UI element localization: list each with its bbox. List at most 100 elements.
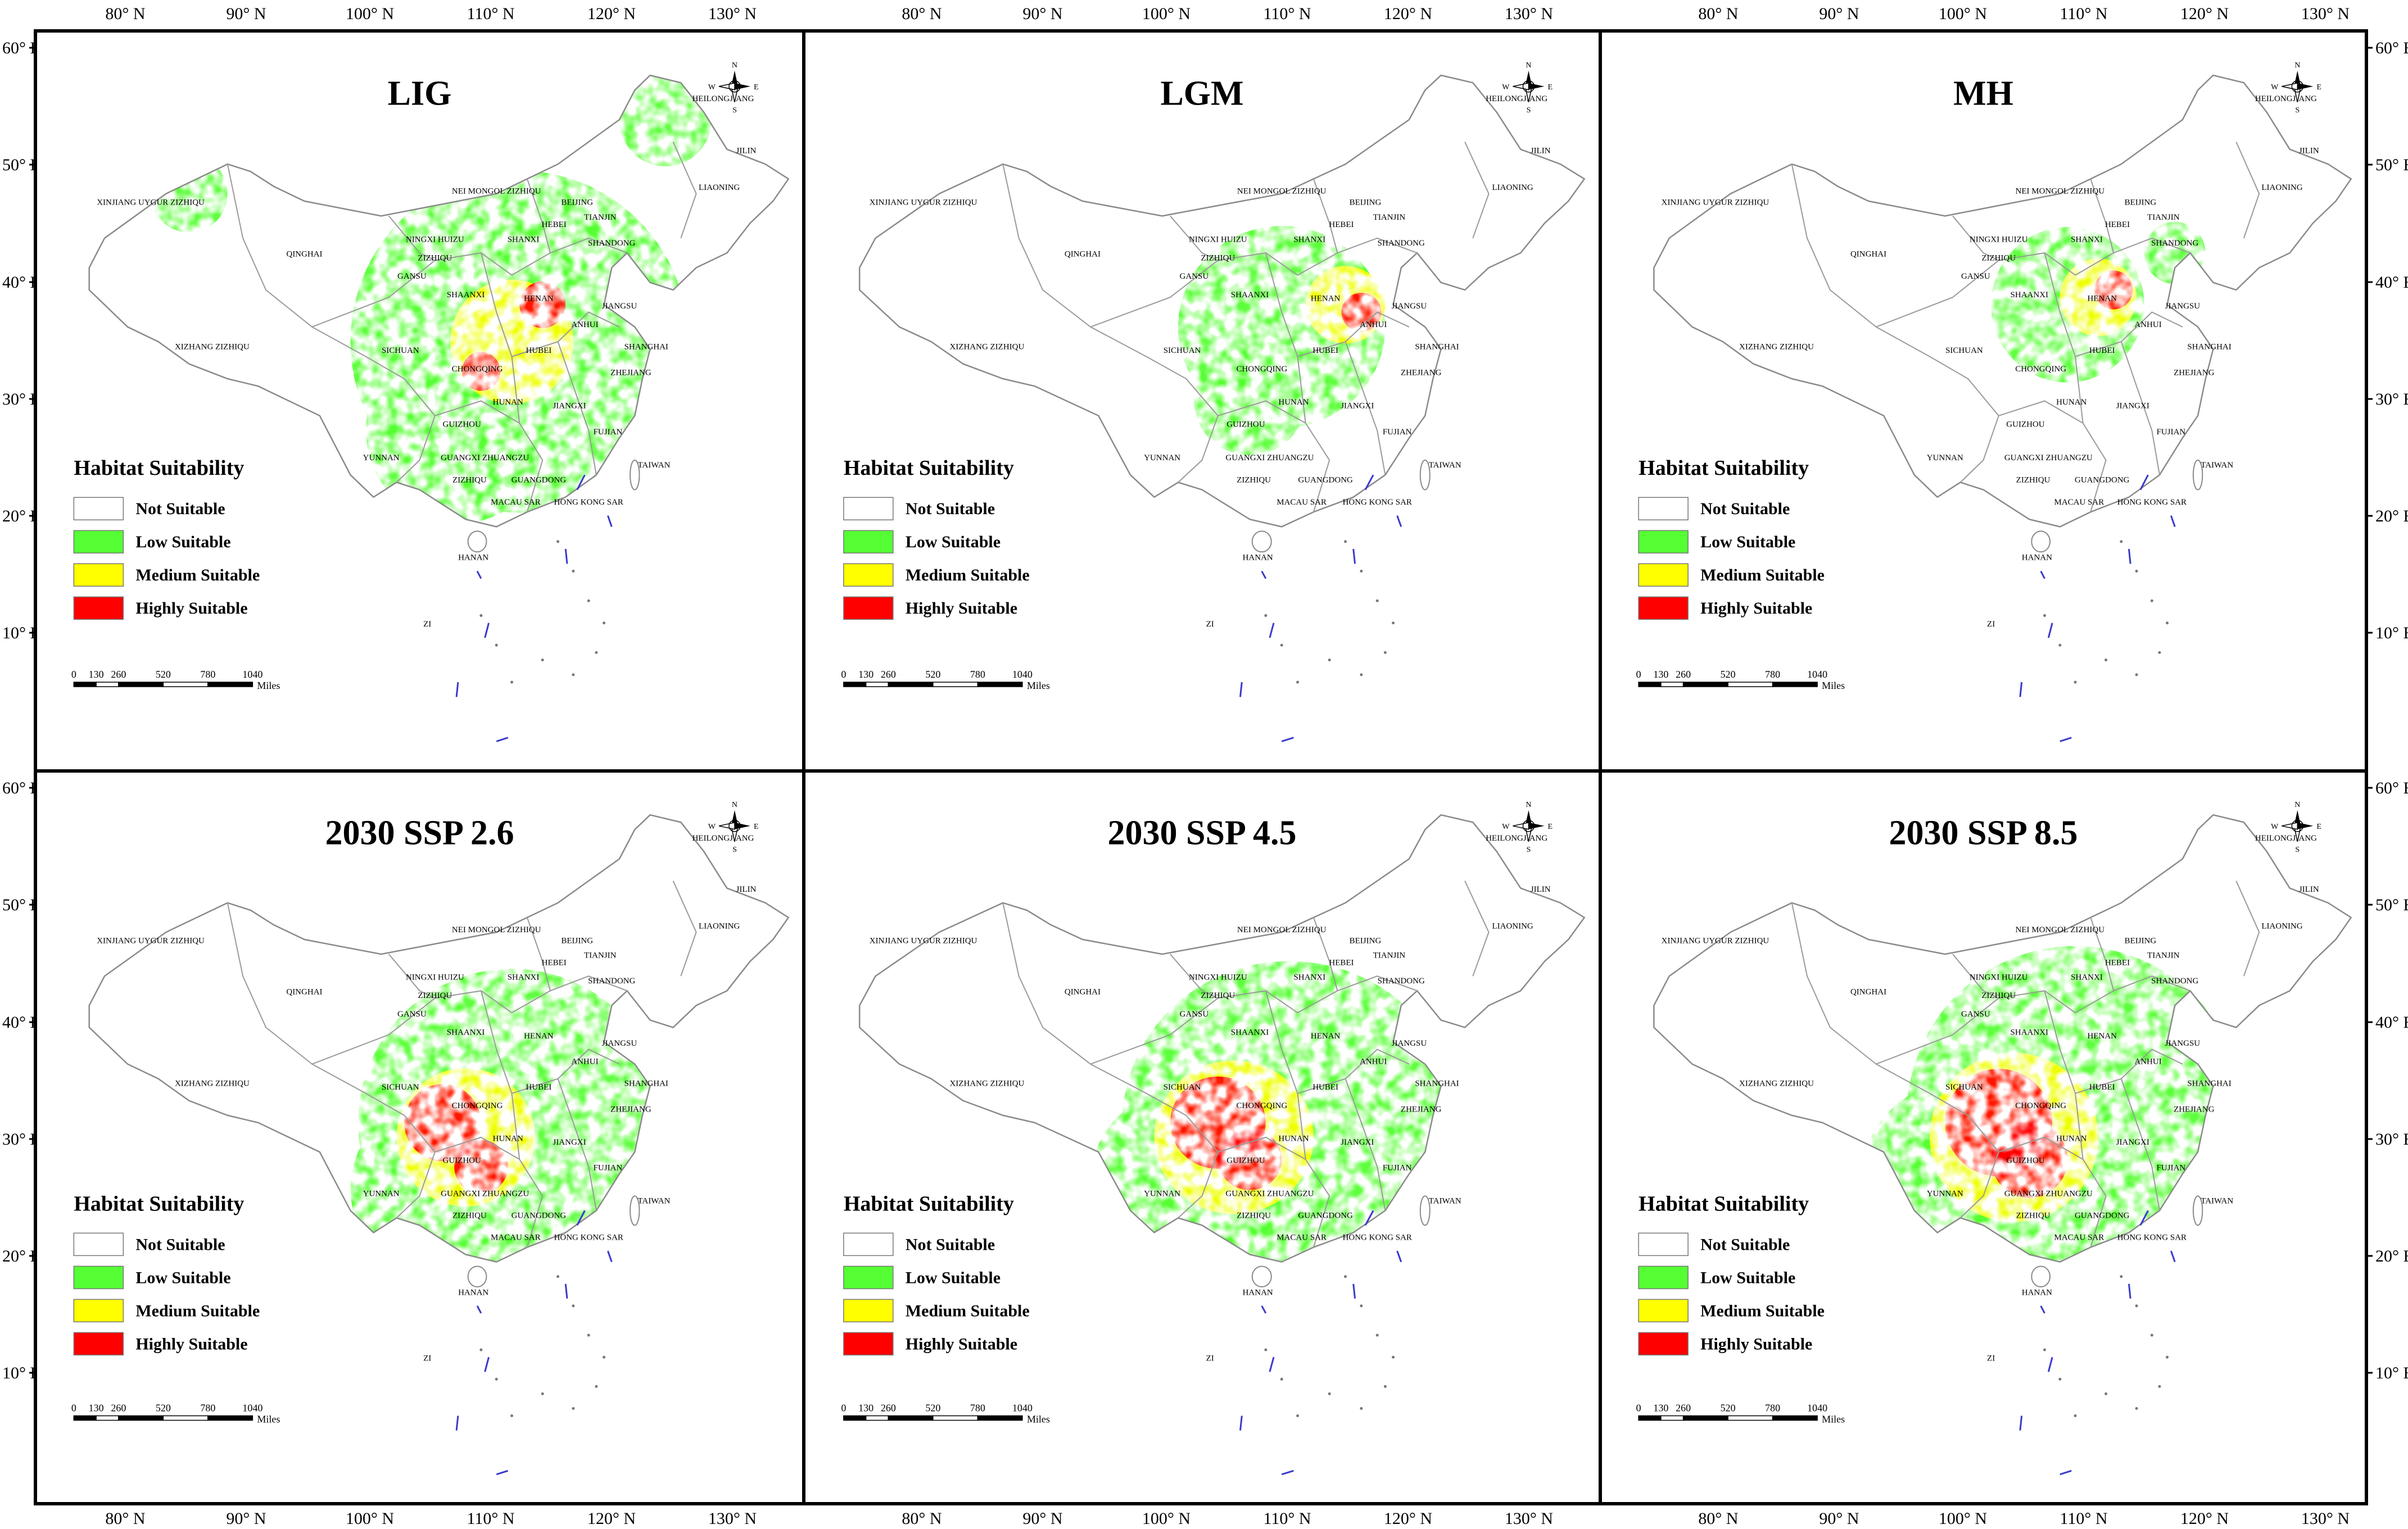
province-label: SHANGHAI bbox=[2187, 1079, 2231, 1088]
province-label: NINGXI HUIZU bbox=[1189, 973, 1247, 982]
province-label: XINJIANG UYGUR ZIZHIQU bbox=[1662, 936, 1769, 945]
legend-title: Habitat Suitability bbox=[74, 456, 244, 480]
top-axis-label: 120° N bbox=[2180, 4, 2229, 23]
province-boundary bbox=[557, 341, 597, 475]
bottom-axis-label: 120° N bbox=[2180, 1509, 2229, 1528]
legend-title: Habitat Suitability bbox=[1638, 1192, 1809, 1215]
province-label: GUANGDONG bbox=[2075, 1211, 2130, 1220]
province-label: ZHEJIANG bbox=[2174, 1105, 2215, 1114]
province-label: JIANGXI bbox=[2116, 1138, 2149, 1147]
island-mark bbox=[495, 1377, 498, 1381]
scale-tick-label: 780 bbox=[1765, 669, 1780, 680]
province-label: ZHEJIANG bbox=[610, 368, 651, 377]
suitability-area-high bbox=[1341, 292, 1382, 332]
province-label: HANAN bbox=[458, 553, 488, 562]
province-label: GUANGDONG bbox=[1298, 1211, 1353, 1220]
map-panel: HEILONGJIANG JILIN LIAONING XINJIANG UYGUR … bbox=[1599, 769, 2368, 1505]
legend-item-label: Not Suitable bbox=[135, 1235, 225, 1254]
province-boundary bbox=[1297, 976, 1418, 1014]
province-label: GUIZHOU bbox=[1226, 420, 1265, 429]
island-mark bbox=[479, 614, 483, 617]
compass-e-label: E bbox=[754, 83, 759, 92]
province-label: FUJIAN bbox=[1383, 1164, 1412, 1173]
top-axis-label: 90° N bbox=[1022, 4, 1062, 23]
province-label: ZHEJIANG bbox=[1401, 1105, 1442, 1114]
scale-tick-label: 1040 bbox=[242, 1403, 262, 1414]
province-label: HANAN bbox=[2022, 1288, 2052, 1297]
island-mark bbox=[510, 680, 514, 684]
province-label: LIAONING bbox=[699, 183, 740, 192]
maritime-boundary-dash bbox=[1239, 1415, 1243, 1431]
province-boundary bbox=[2235, 881, 2260, 977]
island-mark bbox=[572, 1304, 575, 1308]
province-label: HUBEI bbox=[1312, 1083, 1338, 1092]
island-mark bbox=[2074, 1414, 2077, 1418]
compass-w-label: W bbox=[708, 83, 716, 92]
province-label: BEIJING bbox=[1350, 198, 1382, 207]
province-boundary bbox=[2090, 179, 2115, 253]
suitability-area-high bbox=[2094, 270, 2133, 310]
top-axis-label: 110° N bbox=[1263, 4, 1311, 23]
province-label: SHANGHAI bbox=[1415, 342, 1459, 351]
province-label: SHANXI bbox=[2071, 235, 2103, 244]
province-label: LIAONING bbox=[699, 922, 740, 931]
maritime-boundary-dash bbox=[484, 1356, 490, 1372]
province-boundary bbox=[2044, 990, 2084, 1160]
maritime-boundary-dash bbox=[1352, 1283, 1356, 1299]
province-label: HEBEI bbox=[542, 220, 567, 229]
maritime-boundary-dash bbox=[496, 737, 509, 742]
legend-item-label: Highly Suitable bbox=[1700, 1335, 1812, 1353]
province-label: BEIJING bbox=[2125, 198, 2157, 207]
island-mark bbox=[2135, 673, 2138, 677]
province-label: JILIN bbox=[2299, 146, 2319, 155]
island-mark bbox=[2104, 658, 2108, 661]
province-label: BEIJING bbox=[1350, 936, 1382, 945]
province-label: ANHUI bbox=[2134, 320, 2161, 329]
province-label: HEILONGJIANG bbox=[692, 94, 754, 103]
province-boundary bbox=[1312, 917, 1338, 991]
legend-title: Habitat Suitability bbox=[844, 456, 1014, 480]
island-mark bbox=[1375, 1333, 1379, 1337]
scale-unit-label: Miles bbox=[257, 1414, 280, 1425]
maritime-boundary-dash bbox=[1396, 1250, 1402, 1263]
province-label: SHAANXI bbox=[447, 291, 485, 300]
maritime-boundary-dash bbox=[1281, 1469, 1294, 1476]
province-label: HEBEI bbox=[542, 959, 567, 968]
province-boundary bbox=[388, 954, 436, 999]
province-label: MACAU SAR bbox=[1277, 498, 1327, 507]
island-mark bbox=[2058, 643, 2062, 647]
province-label: GUANGXI ZHUANGZU bbox=[441, 453, 529, 462]
province-label: NINGXI HUIZU bbox=[1189, 235, 1247, 244]
compass-e-label: E bbox=[1547, 823, 1552, 831]
province-boundary bbox=[1297, 1049, 1410, 1094]
province-label: HONG KONG SAR bbox=[554, 1233, 623, 1242]
legend-item-label: Low Suitable bbox=[906, 533, 1001, 551]
suitability-area-low bbox=[619, 75, 712, 166]
legend-item-label: Low Suitable bbox=[135, 533, 230, 551]
maritime-boundary-dash bbox=[1261, 1305, 1267, 1314]
taiwan-island bbox=[2192, 1195, 2203, 1226]
province-label: JILIN bbox=[1531, 146, 1551, 155]
compass-w-label: W bbox=[2271, 823, 2279, 831]
scale-tick-label: 130 bbox=[89, 1403, 104, 1414]
province-label: XIZHANG ZIZHIQU bbox=[949, 1079, 1024, 1088]
scale-tick-label: 1040 bbox=[242, 669, 262, 680]
province-label: HUNAN bbox=[2056, 1135, 2086, 1144]
legend-item-label: Low Suitable bbox=[1700, 533, 1795, 551]
province-label: HUNAN bbox=[1278, 398, 1309, 407]
legend-swatch bbox=[1638, 563, 1689, 587]
province-label: YUNNAN bbox=[363, 1189, 400, 1198]
legend-item-label: Low Suitable bbox=[1700, 1268, 1795, 1287]
province-label: SHAANXI bbox=[2011, 291, 2049, 300]
scale-tick-label: 0 bbox=[71, 1403, 76, 1414]
province-label: HENAN bbox=[2088, 1032, 2117, 1041]
province-label: HONG KONG SAR bbox=[2117, 1233, 2187, 1242]
scale-unit-label: Miles bbox=[1822, 680, 1845, 691]
province-label: TAIWAN bbox=[1429, 1196, 1461, 1205]
province-label: ZIZHIQU bbox=[1237, 1211, 1271, 1220]
province-label: MACAU SAR bbox=[2054, 1233, 2104, 1242]
province-label: HEBEI bbox=[1329, 959, 1354, 968]
compass-s-label: S bbox=[2295, 846, 2300, 854]
